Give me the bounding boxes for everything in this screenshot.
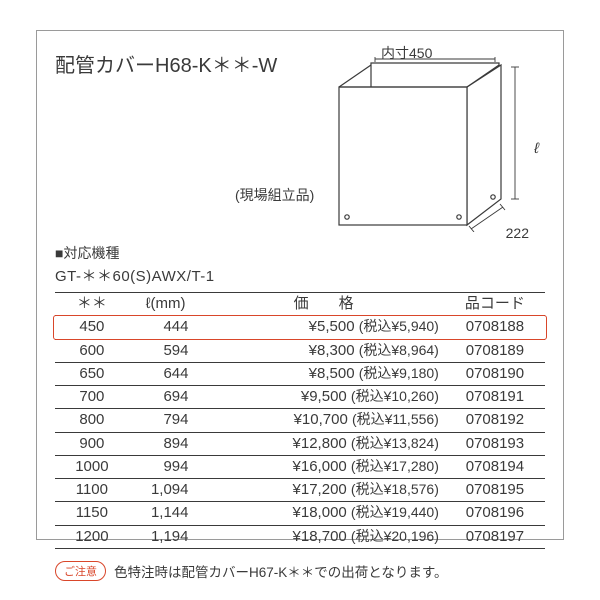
col-length: ℓ(mm): [129, 293, 203, 316]
col-code: 品コード: [445, 293, 545, 316]
cell-code: 0708189: [445, 339, 545, 362]
cell-size: 1100: [55, 479, 129, 502]
cell-size: 900: [55, 432, 129, 455]
cell-code: 0708193: [445, 432, 545, 455]
col-price: 価 格: [203, 293, 445, 316]
document-frame: 配管カバーH68-K＊＊-W 内寸450: [36, 30, 564, 540]
cell-length: 894: [129, 432, 203, 455]
table-row: 600594¥8,300 (税込¥8,964)0708189: [55, 339, 545, 362]
cell-length: 644: [129, 362, 203, 385]
cell-size: 1000: [55, 455, 129, 478]
cell-code: 0708197: [445, 525, 545, 548]
cell-code: 0708191: [445, 386, 545, 409]
cell-code: 0708195: [445, 479, 545, 502]
cell-length: 1,194: [129, 525, 203, 548]
cell-size: 600: [55, 339, 129, 362]
cell-price: ¥17,200 (税込¥18,576): [203, 479, 445, 502]
cell-code: 0708190: [445, 362, 545, 385]
cell-length: 694: [129, 386, 203, 409]
spec-table: ＊＊ ℓ(mm) 価 格 品コード 450444¥5,500 (税込¥5,940…: [55, 292, 545, 549]
table-row: 11001,094¥17,200 (税込¥18,576)0708195: [55, 479, 545, 502]
cell-length: 994: [129, 455, 203, 478]
cell-price: ¥18,000 (税込¥19,440): [203, 502, 445, 525]
cell-code: 0708194: [445, 455, 545, 478]
table-row: 800794¥10,700 (税込¥11,556)0708192: [55, 409, 545, 432]
assembly-note: (現場組立品): [235, 185, 314, 205]
col-size: ＊＊: [55, 293, 129, 316]
cell-price: ¥16,000 (税込¥17,280): [203, 455, 445, 478]
compatible-models-header: ■対応機種: [55, 243, 545, 263]
table-row: 900894¥12,800 (税込¥13,824)0708193: [55, 432, 545, 455]
product-diagram: 内寸450: [325, 45, 535, 235]
cell-length: 444: [129, 316, 203, 339]
cell-price: ¥8,500 (税込¥9,180): [203, 362, 445, 385]
cell-price: ¥12,800 (税込¥13,824): [203, 432, 445, 455]
cell-size: 700: [55, 386, 129, 409]
table-row: 1000994¥16,000 (税込¥17,280)0708194: [55, 455, 545, 478]
cell-price: ¥8,300 (税込¥8,964): [203, 339, 445, 362]
cell-size: 800: [55, 409, 129, 432]
table-row: 450444¥5,500 (税込¥5,940)0708188: [55, 316, 545, 339]
height-dimension-label: ℓ: [534, 140, 539, 157]
cell-price: ¥10,700 (税込¥11,556): [203, 409, 445, 432]
cell-size: 1200: [55, 525, 129, 548]
table-row: 650644¥8,500 (税込¥9,180)0708190: [55, 362, 545, 385]
cell-size: 650: [55, 362, 129, 385]
table-row: 700694¥9,500 (税込¥10,260)0708191: [55, 386, 545, 409]
cell-length: 794: [129, 409, 203, 432]
cell-length: 594: [129, 339, 203, 362]
caution-row: ご注意 色特注時は配管カバーH67-K＊＊での出荷となります。: [55, 561, 545, 581]
cell-size: 450: [55, 316, 129, 339]
compatible-models: ■対応機種 GT-＊＊60(S)AWX/T-1: [55, 243, 545, 286]
cell-size: 1150: [55, 502, 129, 525]
cell-price: ¥5,500 (税込¥5,940): [203, 316, 445, 339]
cell-code: 0708196: [445, 502, 545, 525]
caution-badge: ご注意: [55, 561, 106, 581]
cell-code: 0708192: [445, 409, 545, 432]
cell-price: ¥18,700 (税込¥20,196): [203, 525, 445, 548]
depth-dimension-label: 222: [506, 225, 529, 241]
cell-price: ¥9,500 (税込¥10,260): [203, 386, 445, 409]
caution-text: 色特注時は配管カバーH67-K＊＊での出荷となります。: [114, 561, 448, 581]
header-row: 配管カバーH68-K＊＊-W 内寸450: [55, 45, 545, 235]
table-header-row: ＊＊ ℓ(mm) 価 格 品コード: [55, 293, 545, 316]
product-title: 配管カバーH68-K＊＊-W: [55, 49, 277, 78]
box-diagram-svg: [325, 57, 535, 232]
cell-code: 0708188: [445, 316, 545, 339]
table-row: 11501,144¥18,000 (税込¥19,440)0708196: [55, 502, 545, 525]
compatible-models-value: GT-＊＊60(S)AWX/T-1: [55, 265, 545, 286]
cell-length: 1,144: [129, 502, 203, 525]
cell-length: 1,094: [129, 479, 203, 502]
table-row: 12001,194¥18,700 (税込¥20,196)0708197: [55, 525, 545, 548]
